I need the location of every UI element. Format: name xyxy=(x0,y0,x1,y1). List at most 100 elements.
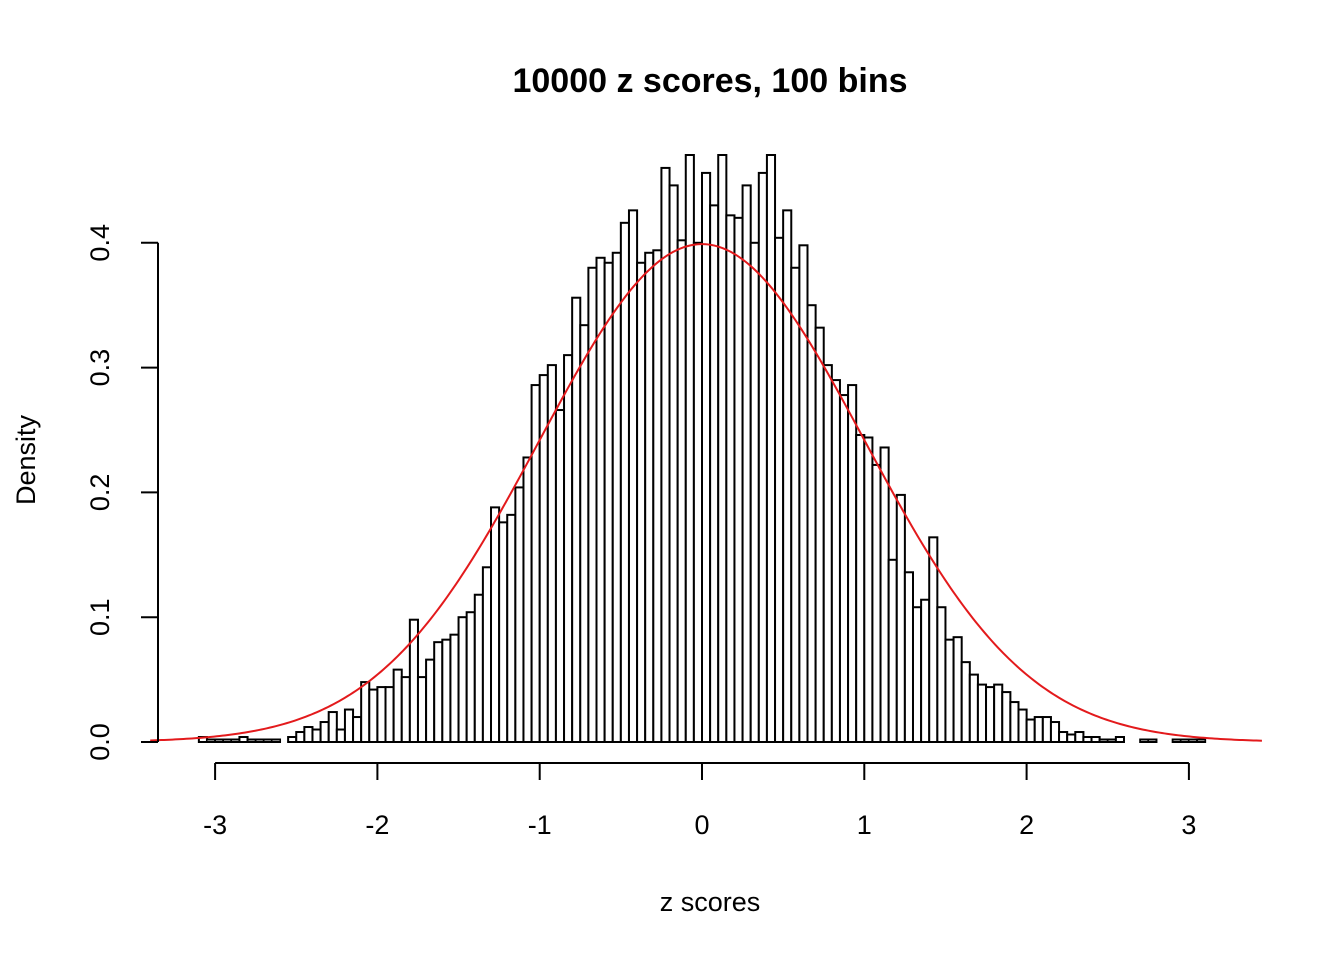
y-tick-label: 0.0 xyxy=(85,723,115,761)
histogram-bar xyxy=(498,521,509,743)
histogram-bar xyxy=(246,738,257,743)
histogram-bar xyxy=(571,296,582,743)
y-axis: 0.0 0.1 0.2 0.3 0.4 xyxy=(85,224,159,761)
histogram-bar xyxy=(976,683,988,744)
histogram-bar xyxy=(1171,738,1182,743)
y-axis-label: Density xyxy=(11,414,41,505)
x-axis: -3 -2 -1 0 1 2 3 xyxy=(203,762,1196,840)
histogram-bar xyxy=(425,658,436,744)
histogram-bar xyxy=(473,593,484,743)
histogram-bar xyxy=(887,558,898,743)
histogram-bar xyxy=(911,606,923,743)
histogram-bar xyxy=(960,661,971,744)
histogram-bar xyxy=(733,216,744,743)
histogram-bar xyxy=(238,736,249,744)
histogram-bar xyxy=(879,446,890,743)
histogram-bar xyxy=(944,638,955,743)
y-tick-label: 0.4 xyxy=(85,224,115,262)
histogram-bar xyxy=(416,676,428,743)
histogram-bar xyxy=(652,249,663,743)
histogram-bar xyxy=(1041,716,1052,743)
histogram-bar xyxy=(814,326,825,743)
histogram-bar xyxy=(920,598,931,743)
histogram-bar xyxy=(295,731,306,744)
histogram-bar xyxy=(871,463,882,743)
histogram-bar xyxy=(327,711,338,743)
histogram-bar xyxy=(741,184,752,743)
histogram-bar xyxy=(782,209,793,744)
histogram-bars xyxy=(197,154,1207,744)
histogram-bar xyxy=(1106,738,1117,743)
histogram-bar xyxy=(798,244,809,744)
histogram-bar xyxy=(1033,716,1044,743)
histogram-bar xyxy=(579,324,590,743)
y-tick-label: 0.2 xyxy=(85,474,115,512)
histogram-bar xyxy=(287,736,298,744)
histogram-bar xyxy=(563,354,574,743)
histogram-bar xyxy=(392,668,403,743)
histogram-bar xyxy=(262,738,273,743)
histogram-bar xyxy=(1066,733,1077,744)
histogram-bar xyxy=(749,241,760,744)
histogram-bar xyxy=(636,261,647,743)
histogram-bar xyxy=(360,681,371,743)
histogram-bar xyxy=(611,251,622,743)
histogram-bar xyxy=(765,154,777,743)
histogram-bar xyxy=(1179,738,1190,743)
histogram-bar xyxy=(465,611,476,744)
histogram-bar xyxy=(1187,738,1199,743)
histogram-bar xyxy=(254,738,265,743)
histogram-bar xyxy=(709,204,720,744)
histogram-bar xyxy=(449,633,460,743)
histogram-bar xyxy=(806,304,817,743)
histogram-bar xyxy=(968,673,979,743)
histogram-bar xyxy=(1114,736,1125,744)
x-tick-label: -2 xyxy=(365,810,389,840)
histogram-bar xyxy=(676,239,687,744)
histogram-bar xyxy=(830,379,841,743)
histogram-bar xyxy=(376,686,387,744)
histogram-bar xyxy=(400,676,411,743)
histogram-bar xyxy=(822,364,833,743)
histogram-bar xyxy=(936,606,947,743)
y-tick-label: 0.1 xyxy=(85,598,115,636)
histogram-bar xyxy=(774,236,785,743)
histogram-bar xyxy=(928,536,939,744)
histogram-bar xyxy=(441,638,452,743)
histogram-bar xyxy=(343,708,355,743)
histogram-bar xyxy=(303,726,314,744)
histogram-bar xyxy=(530,384,541,743)
histogram-bar xyxy=(790,266,801,743)
x-tick-label: 2 xyxy=(1019,810,1034,840)
histogram-bar xyxy=(335,728,346,744)
histogram-bar xyxy=(1139,738,1150,743)
histogram-bar xyxy=(692,241,704,744)
histogram-bar xyxy=(595,256,606,743)
histogram-bar xyxy=(1001,691,1012,744)
histogram-bar xyxy=(490,506,501,743)
histogram-bar xyxy=(514,486,525,743)
x-tick-label: 1 xyxy=(857,810,872,840)
histogram-bar xyxy=(725,214,736,743)
histogram-bar xyxy=(895,493,906,743)
histogram-bar xyxy=(1025,718,1036,743)
histogram-bar xyxy=(603,261,614,743)
x-axis-label: z scores xyxy=(660,887,761,917)
histogram-bar xyxy=(985,686,996,744)
histogram-bar xyxy=(1090,736,1101,744)
histogram-bar xyxy=(222,738,233,743)
histogram-bar xyxy=(270,738,282,743)
histogram-bar xyxy=(506,513,517,743)
histogram-bar xyxy=(311,728,322,744)
histogram-bar xyxy=(230,738,241,743)
histogram-bar xyxy=(457,616,468,744)
histogram-bar xyxy=(587,266,598,743)
histogram-bar xyxy=(1017,708,1028,743)
histogram-bar xyxy=(1074,731,1085,744)
histogram-bar xyxy=(903,571,915,744)
histogram-bar xyxy=(481,566,493,744)
histogram-bar xyxy=(384,686,395,744)
chart-title: 10000 z scores, 100 bins xyxy=(512,62,907,100)
histogram-bar xyxy=(538,374,549,743)
